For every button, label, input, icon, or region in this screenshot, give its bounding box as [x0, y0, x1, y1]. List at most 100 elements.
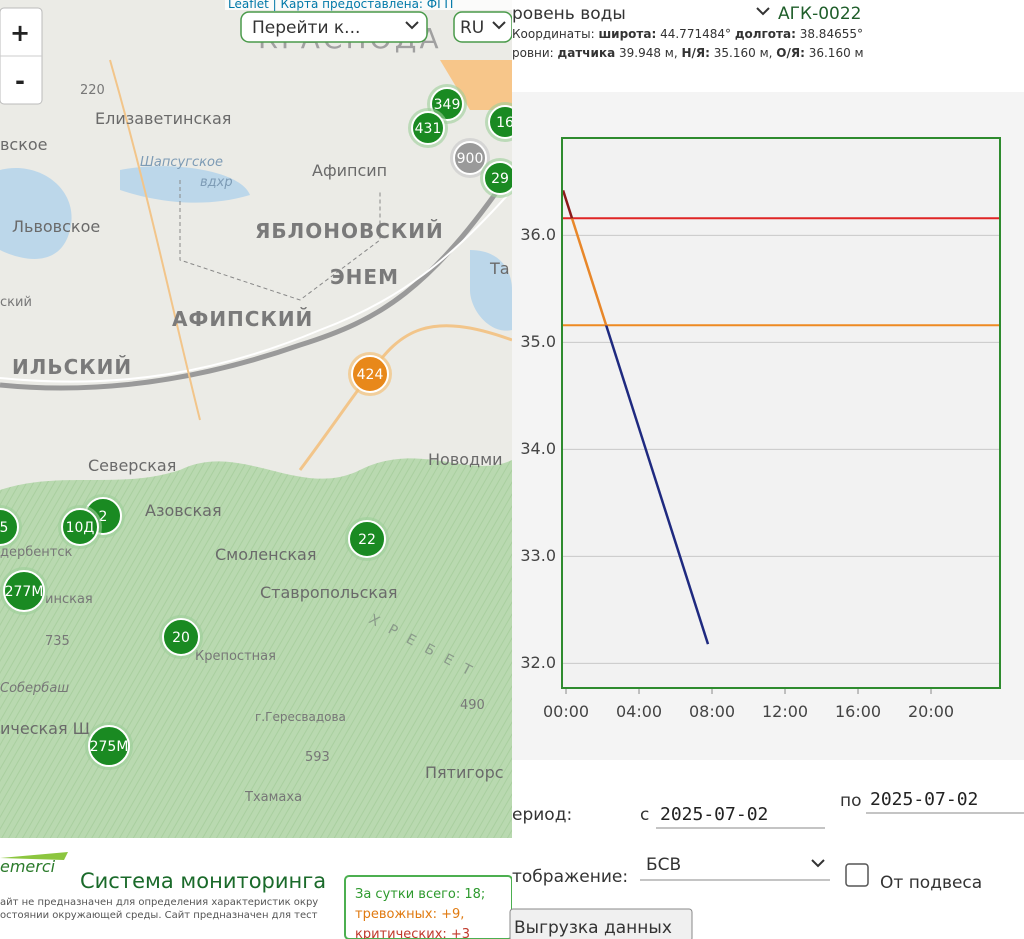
levels-text: 39.948 м, [615, 46, 681, 60]
lake [0, 168, 72, 259]
marker-label: 424 [357, 367, 384, 383]
map-label: 490 [460, 698, 485, 713]
coords-text: долгота: [735, 27, 796, 41]
goto-select-label: Перейти к... [252, 18, 360, 38]
x-tick-label: 16:00 [835, 702, 881, 721]
y-tick-label: 33.0 [520, 546, 556, 565]
lake [120, 166, 250, 203]
marker-label: 16 [496, 115, 514, 131]
map-label: Собербаш [0, 681, 69, 696]
levels-text: О/Я: [776, 46, 805, 60]
stats-critical: критических: +3 [355, 927, 470, 939]
levels: ровни: датчика 39.948 м, Н/Я: 35.160 м, … [512, 46, 864, 60]
coords: Координаты: широта: 44.771484° долгота: … [512, 27, 863, 41]
attribution-bg [225, 0, 512, 10]
map-label: АФИПСКИЙ [172, 307, 313, 331]
coords-text: Координаты: [512, 27, 598, 41]
coords-text: 38.84655° [796, 27, 863, 41]
marker-label: 10Д [66, 520, 95, 536]
map-label: Азовская [145, 501, 222, 520]
coords-text: широта: [598, 27, 656, 41]
map-label: дербентск [0, 545, 72, 560]
levels-text: ровни: [512, 46, 558, 60]
cluster-marker[interactable]: 5 [0, 505, 22, 549]
cluster-marker[interactable]: 10Д [58, 505, 102, 549]
chevron [405, 21, 419, 30]
y-tick-label: 35.0 [520, 332, 556, 351]
levels-text: 35.160 м, [710, 46, 776, 60]
map-label: Тхамаха [244, 790, 302, 805]
cluster-marker[interactable]: 900 [450, 138, 490, 178]
map-label: Елизаветинская [95, 109, 231, 128]
panel: ровень воды АГК-0022 Координаты: широта:… [509, 0, 1024, 939]
cluster-marker[interactable]: 275М [85, 722, 133, 770]
x-tick-label: 00:00 [543, 702, 589, 721]
map-label: Афипсип [312, 161, 387, 180]
level-line [561, 190, 710, 645]
cluster-marker[interactable]: 20 [159, 615, 203, 659]
cluster-marker[interactable]: 424 [348, 352, 392, 396]
marker-label: 22 [358, 532, 376, 548]
x-tick-label: 20:00 [908, 702, 954, 721]
station-select[interactable]: АГК-0022 [778, 4, 861, 24]
marker-label: 5 [0, 520, 8, 536]
chevron [492, 21, 506, 30]
zoom-in[interactable]: + [10, 19, 30, 47]
goto-select[interactable] [240, 11, 428, 43]
road [0, 189, 513, 383]
map-label: ЭНЕМ [330, 265, 399, 289]
map-label: ский [0, 295, 32, 310]
x-tick-label: 04:00 [616, 702, 662, 721]
map-footer: emerci Система мониторинга айт не предна… [0, 838, 513, 939]
logo: emerci [0, 857, 56, 876]
attribution[interactable]: Leaflet | Карта предоставлена: ФГП [228, 0, 453, 11]
export-button[interactable] [509, 908, 693, 939]
cluster-marker[interactable]: 29 [480, 158, 520, 198]
border [179, 180, 381, 301]
x-tick-label: 08:00 [689, 702, 735, 721]
date-to[interactable]: 2025-07-02 [870, 789, 978, 810]
map[interactable]: КРАСНОДА Елизаветинская 220 вское Шапсуг… [0, 0, 525, 838]
marker-label: 20 [172, 630, 190, 646]
plot-background [562, 138, 1000, 688]
map-label: вдхр [200, 175, 233, 190]
map-label: Шапсугское [140, 155, 223, 170]
map-label: Новодми [428, 450, 503, 469]
levels-text: Н/Я: [682, 46, 710, 60]
coords-text: 44.771484° [656, 27, 735, 41]
display-select[interactable]: БСВ [646, 855, 681, 875]
parameter-select[interactable]: ровень воды [512, 4, 626, 24]
marker-label: 349 [434, 97, 461, 113]
plot-border [561, 137, 1001, 689]
y-tick-label: 32.0 [520, 653, 556, 672]
chevron [756, 7, 770, 16]
marker-label: 275М [90, 739, 129, 755]
x-tick-label: 12:00 [762, 702, 808, 721]
lake [470, 250, 512, 331]
cluster-marker[interactable]: 277М [0, 567, 48, 615]
y-tick-label: 36.0 [520, 225, 556, 244]
map-label: Ставропольская [260, 583, 397, 602]
cluster-marker[interactable]: 431 [408, 108, 448, 148]
from-label: с [640, 805, 649, 825]
checkbox-label: От подвеса [880, 873, 982, 893]
map-label: Смоленская [215, 545, 316, 564]
levels-text: датчика [558, 46, 616, 60]
zoom-out[interactable]: - [15, 67, 25, 95]
checkbox[interactable] [845, 863, 869, 887]
cluster-marker[interactable]: 22 [345, 517, 389, 561]
footer-title: Система мониторинга [80, 869, 326, 893]
map-label: вское [0, 135, 48, 154]
map-label: Крепостная [195, 649, 276, 664]
map-label: г.Гересвадова [255, 710, 346, 724]
map-label: Пятигорс [425, 763, 504, 782]
chart: 32.0 33.0 34.0 35.0 36.0 00:00 04:00 08:00 12:00… [520, 137, 1001, 721]
period-label: ериод: [512, 805, 572, 825]
marker-label: 29 [491, 171, 509, 187]
map-label: Северская [88, 456, 176, 475]
map-label: 220 [80, 83, 105, 98]
map-label: Львовское [12, 217, 100, 236]
date-from[interactable]: 2025-07-02 [660, 804, 768, 825]
